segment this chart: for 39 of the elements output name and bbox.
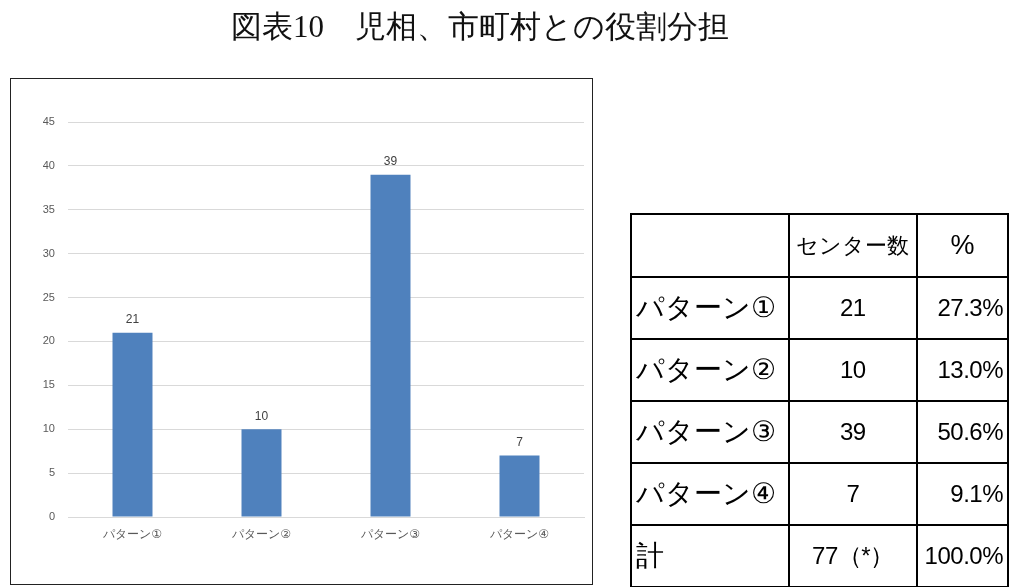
data-label: 9.1% xyxy=(917,463,1008,525)
chart-title: 図表10 児相、市町村との役割分担 xyxy=(230,8,730,46)
data-label: 7 xyxy=(516,434,524,449)
y-tick-label: 5 xyxy=(48,466,55,479)
data-label: 77（*） xyxy=(788,525,918,587)
y-tick-label: 35 xyxy=(42,202,55,215)
x-tick-label: パターン② xyxy=(231,526,291,541)
y-tick-label: 0 xyxy=(48,510,55,523)
x-tick-label: パターン③ xyxy=(360,526,420,541)
y-tick-label: 20 xyxy=(42,334,55,347)
y-tick-label: 15 xyxy=(42,378,55,391)
category-label: パターン② xyxy=(631,339,789,401)
bar xyxy=(112,332,153,517)
data-label: 10 xyxy=(788,339,918,401)
y-tick-label: 30 xyxy=(42,246,55,259)
data-label: 50.6% xyxy=(917,401,1008,463)
data-label: 21 xyxy=(788,277,918,339)
data-label: 39 xyxy=(788,401,918,463)
bar xyxy=(241,429,282,517)
data-label: 21 xyxy=(125,311,140,326)
x-tick-label: パターン④ xyxy=(489,526,549,541)
category-label: パターン③ xyxy=(631,401,789,463)
data-label: 100.0% xyxy=(917,525,1008,587)
x-tick-label: パターン① xyxy=(102,526,162,541)
y-tick-label: 25 xyxy=(42,290,55,303)
legend-label: % xyxy=(917,214,1008,277)
data-label: 10 xyxy=(254,408,269,423)
data-label: 39 xyxy=(383,153,398,168)
data-label: 27.3% xyxy=(917,277,1008,339)
category-label: 計 xyxy=(631,525,789,587)
data-label: 7 xyxy=(788,463,918,525)
text: センター数 xyxy=(788,214,918,277)
y-tick-label: 40 xyxy=(42,158,55,171)
bar xyxy=(499,455,540,517)
y-tick-label: 45 xyxy=(42,115,55,128)
data-label: 13.0% xyxy=(917,339,1008,401)
bar xyxy=(370,174,411,517)
y-tick-label: 10 xyxy=(42,422,55,435)
category-label: パターン① xyxy=(631,277,789,339)
